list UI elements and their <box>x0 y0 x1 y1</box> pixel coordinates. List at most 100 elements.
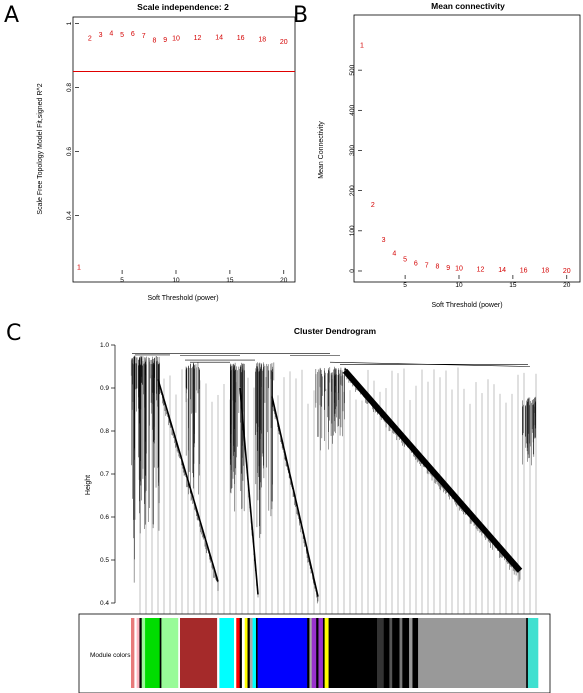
module-color-segment <box>309 618 313 688</box>
module-color-bar <box>131 618 539 688</box>
point-label: 14 <box>215 34 223 41</box>
chart-a-title: Scale independence: 2 <box>137 2 229 12</box>
x-tick-label: 10 <box>172 277 180 284</box>
y-tick-label: 0 <box>349 269 356 273</box>
module-color-segment <box>139 618 142 688</box>
module-color-segment <box>179 618 218 688</box>
dendrogram-ylabel: Height <box>85 475 92 495</box>
y-tick-label: 0.8 <box>66 83 73 92</box>
point-label: 18 <box>258 36 266 43</box>
point-label: 5 <box>120 32 124 39</box>
dendrogram-y-axis: 0.4 0.5 0.6 0.7 0.8 0.9 1.0 <box>100 342 116 607</box>
module-color-segment <box>322 618 325 688</box>
point-label: 2 <box>88 35 92 42</box>
x-tick-label: 20 <box>280 277 288 284</box>
x-tick-label: 5 <box>120 277 124 284</box>
chart-a-x-axis: 5 10 15 20 <box>120 270 288 284</box>
module-color-segment <box>134 618 137 688</box>
module-colors-label: Module colors <box>90 652 131 659</box>
point-label: 12 <box>477 266 485 273</box>
module-color-segment <box>389 618 393 688</box>
point-label: 4 <box>392 250 396 257</box>
module-color-segment <box>402 618 410 688</box>
module-color-segment <box>239 618 243 688</box>
module-color-segment <box>399 618 403 688</box>
y-tick-label: 0.4 <box>100 600 109 607</box>
chart-b-title: Mean connectivity <box>431 1 505 11</box>
module-color-segment <box>412 618 419 688</box>
point-label: 8 <box>435 264 439 271</box>
chart-b-xlabel: Soft Threshold (power) <box>431 302 502 309</box>
module-color-segment <box>377 618 385 688</box>
module-color-segment <box>249 618 253 688</box>
module-color-segment <box>383 618 390 688</box>
module-color-segment <box>318 618 324 688</box>
dendrogram-tree <box>130 353 537 614</box>
dendrogram-dense-chain <box>342 368 523 573</box>
chart-b-ylabel: Mean Connectivity <box>318 121 325 179</box>
module-color-segment <box>244 618 248 688</box>
scale-independence-chart: Scale independence: 2 Soft Threshold (po… <box>37 2 296 302</box>
chart-b-x-axis: 5 10 15 20 <box>403 275 571 289</box>
module-color-segment <box>527 618 539 688</box>
chart-a-frame <box>72 16 296 283</box>
y-tick-label: 0.6 <box>100 514 109 521</box>
y-tick-label: 0.4 <box>66 211 73 220</box>
module-color-segment <box>234 618 237 688</box>
y-tick-label: 0.6 <box>66 147 73 156</box>
point-label: 9 <box>446 265 450 272</box>
module-color-segment <box>409 618 413 688</box>
x-tick-label: 15 <box>226 277 234 284</box>
x-tick-label: 20 <box>563 282 571 289</box>
module-color-segment <box>159 618 162 688</box>
point-label: 20 <box>280 39 288 46</box>
module-color-segment <box>252 618 257 688</box>
module-color-segment <box>161 618 179 688</box>
chart-a-y-axis: 0.4 0.6 0.8 1 <box>66 21 79 220</box>
point-label: 10 <box>455 266 463 273</box>
module-color-segment <box>219 618 235 688</box>
point-label: 12 <box>194 35 202 42</box>
mean-connectivity-chart: Mean connectivity Soft Threshold (power)… <box>318 1 581 309</box>
point-label: 9 <box>163 37 167 44</box>
point-label: 2 <box>371 202 375 209</box>
module-color-segment <box>392 618 400 688</box>
y-tick-label: 0.9 <box>100 385 109 392</box>
module-color-segment <box>328 618 378 688</box>
point-label: 20 <box>563 268 571 275</box>
x-tick-label: 10 <box>455 282 463 289</box>
point-label: 1 <box>77 264 81 271</box>
module-color-segment <box>316 618 319 688</box>
panel-label-b: B <box>293 3 308 28</box>
y-tick-label: 100 <box>349 225 356 236</box>
y-tick-label: 1 <box>66 21 73 25</box>
module-color-segment <box>141 618 146 688</box>
module-color-segment <box>257 618 308 688</box>
module-color-segment <box>324 618 329 688</box>
module-color-segment <box>145 618 161 688</box>
y-tick-label: 500 <box>349 64 356 75</box>
module-color-segment <box>136 618 140 688</box>
module-color-segment <box>247 618 251 688</box>
point-label: 6 <box>414 260 418 267</box>
y-tick-label: 0.7 <box>100 471 109 478</box>
x-tick-label: 15 <box>509 282 517 289</box>
y-tick-label: 400 <box>349 105 356 116</box>
y-tick-label: 1.0 <box>100 342 109 349</box>
point-label: 7 <box>425 262 429 269</box>
module-color-segment <box>311 618 317 688</box>
x-tick-label: 5 <box>403 282 407 289</box>
point-label: 16 <box>237 35 245 42</box>
panel-label-c: C <box>6 321 21 346</box>
chart-a-xlabel: Soft Threshold (power) <box>147 295 218 302</box>
point-label: 14 <box>498 267 506 274</box>
y-tick-label: 300 <box>349 145 356 156</box>
module-color-segment <box>236 618 240 688</box>
module-color-segment <box>418 618 527 688</box>
y-tick-label: 0.5 <box>100 557 109 564</box>
chart-a-ylabel: Scale Free Topology Model Fit,signed R^2 <box>37 83 44 214</box>
point-label: 6 <box>131 31 135 38</box>
point-label: 3 <box>99 32 103 39</box>
